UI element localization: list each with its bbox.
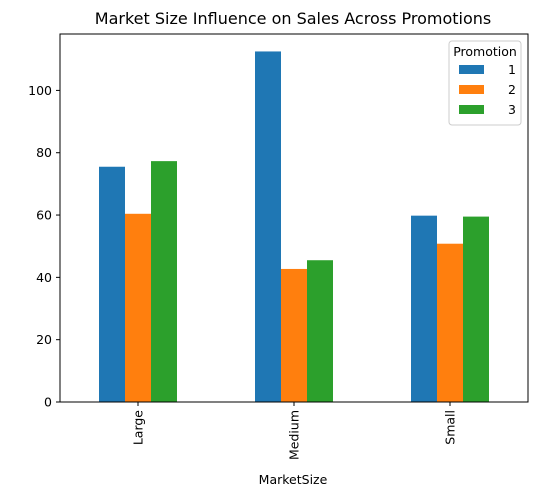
y-tick-label: 40 (36, 270, 52, 285)
legend-label-1: 1 (508, 62, 516, 77)
legend-title: Promotion (453, 44, 517, 59)
legend-label-2: 2 (508, 82, 516, 97)
bar-large-series-2 (125, 213, 151, 402)
plot-frame (59, 33, 529, 403)
legend: Promotion 1 2 3 (448, 40, 522, 126)
bar-medium-series-3 (307, 260, 333, 402)
bar-small-series-2 (437, 243, 463, 402)
legend-swatch-2 (459, 85, 484, 94)
bar-large-series-3 (151, 161, 177, 402)
legend-box (448, 40, 522, 126)
y-tick-label: 100 (28, 83, 52, 98)
x-tick-label-medium: Medium (287, 410, 302, 460)
bar-medium-series-2 (281, 268, 307, 402)
bar-large-series-1 (99, 166, 125, 402)
chart-title: Market Size Influence on Sales Across Pr… (95, 9, 491, 28)
bar-small-series-3 (463, 216, 489, 402)
y-tick-label: 20 (36, 332, 52, 347)
x-axis-label: MarketSize (259, 472, 328, 487)
bars-group (99, 51, 489, 402)
legend-swatch-3 (459, 105, 484, 114)
y-tick-label: 80 (36, 145, 52, 160)
legend-swatch-1 (459, 65, 484, 74)
x-axis: Large Medium Small (131, 402, 458, 460)
bar-small-series-1 (411, 215, 437, 402)
y-axis: 0 20 40 60 80 100 (28, 83, 60, 410)
y-tick-label: 60 (36, 208, 52, 223)
y-tick-label: 0 (44, 395, 52, 410)
bar-medium-series-1 (255, 51, 281, 402)
legend-label-3: 3 (508, 102, 516, 117)
x-tick-label-small: Small (443, 410, 458, 445)
x-tick-label-large: Large (131, 410, 146, 445)
